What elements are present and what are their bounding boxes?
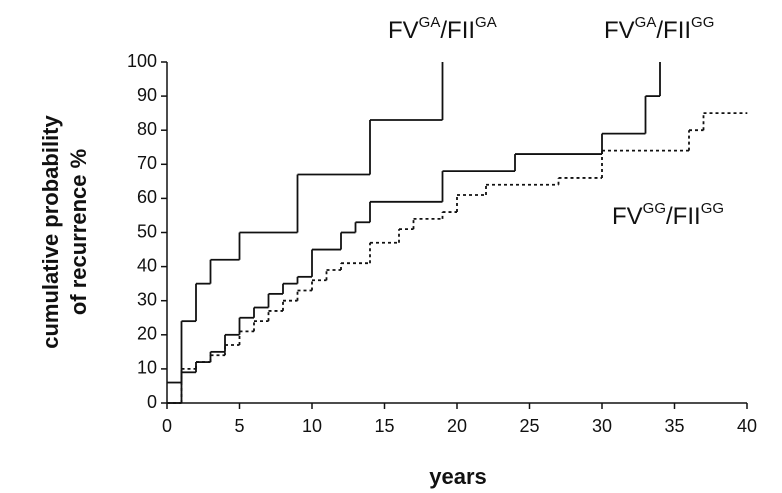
series-label-part: GG xyxy=(691,14,714,31)
y-tick-label: 30 xyxy=(137,289,157,309)
x-tick-label: 20 xyxy=(447,416,467,436)
x-axis-label: years xyxy=(429,464,487,489)
y-tick-label: 20 xyxy=(137,324,157,344)
x-tick-label: 25 xyxy=(519,416,539,436)
series-label-part: /FII xyxy=(656,17,691,44)
series-label: FVGA/FIIGA xyxy=(388,14,497,44)
x-tick-label: 15 xyxy=(374,416,394,436)
series-label-part: GA xyxy=(635,14,657,31)
y-tick-label: 40 xyxy=(137,255,157,275)
x-tick-label: 10 xyxy=(302,416,322,436)
y-tick-label: 10 xyxy=(137,358,157,378)
series-label: FVGA/FIIGG xyxy=(604,14,714,44)
series-label-part: FV xyxy=(388,17,419,44)
y-tick-label: 50 xyxy=(137,221,157,241)
y-tick-label: 80 xyxy=(137,119,157,139)
y-tick-label: 60 xyxy=(137,187,157,207)
series-label-part: FV xyxy=(604,17,635,44)
x-tick-label: 35 xyxy=(664,416,684,436)
series-label-part: GG xyxy=(701,200,724,217)
series-label-part: FV xyxy=(612,203,643,230)
series-label-part: GG xyxy=(643,200,666,217)
series-label-part: /FII xyxy=(666,203,701,230)
y-tick-label: 90 xyxy=(137,85,157,105)
y-tick-label: 100 xyxy=(127,51,157,71)
y-axis-label: of recurrence % xyxy=(66,149,91,315)
x-tick-label: 30 xyxy=(592,416,612,436)
y-tick-label: 70 xyxy=(137,153,157,173)
series-label-part: /FII xyxy=(440,17,475,44)
series-label-part: GA xyxy=(475,14,497,31)
series-label-part: GA xyxy=(419,14,441,31)
y-axis-label: cumulative probability xyxy=(38,114,63,348)
x-tick-label: 0 xyxy=(162,416,172,436)
y-tick-label: 0 xyxy=(147,392,157,412)
x-tick-label: 40 xyxy=(737,416,757,436)
series-label: FVGG/FIIGG xyxy=(612,200,724,230)
x-tick-label: 5 xyxy=(234,416,244,436)
